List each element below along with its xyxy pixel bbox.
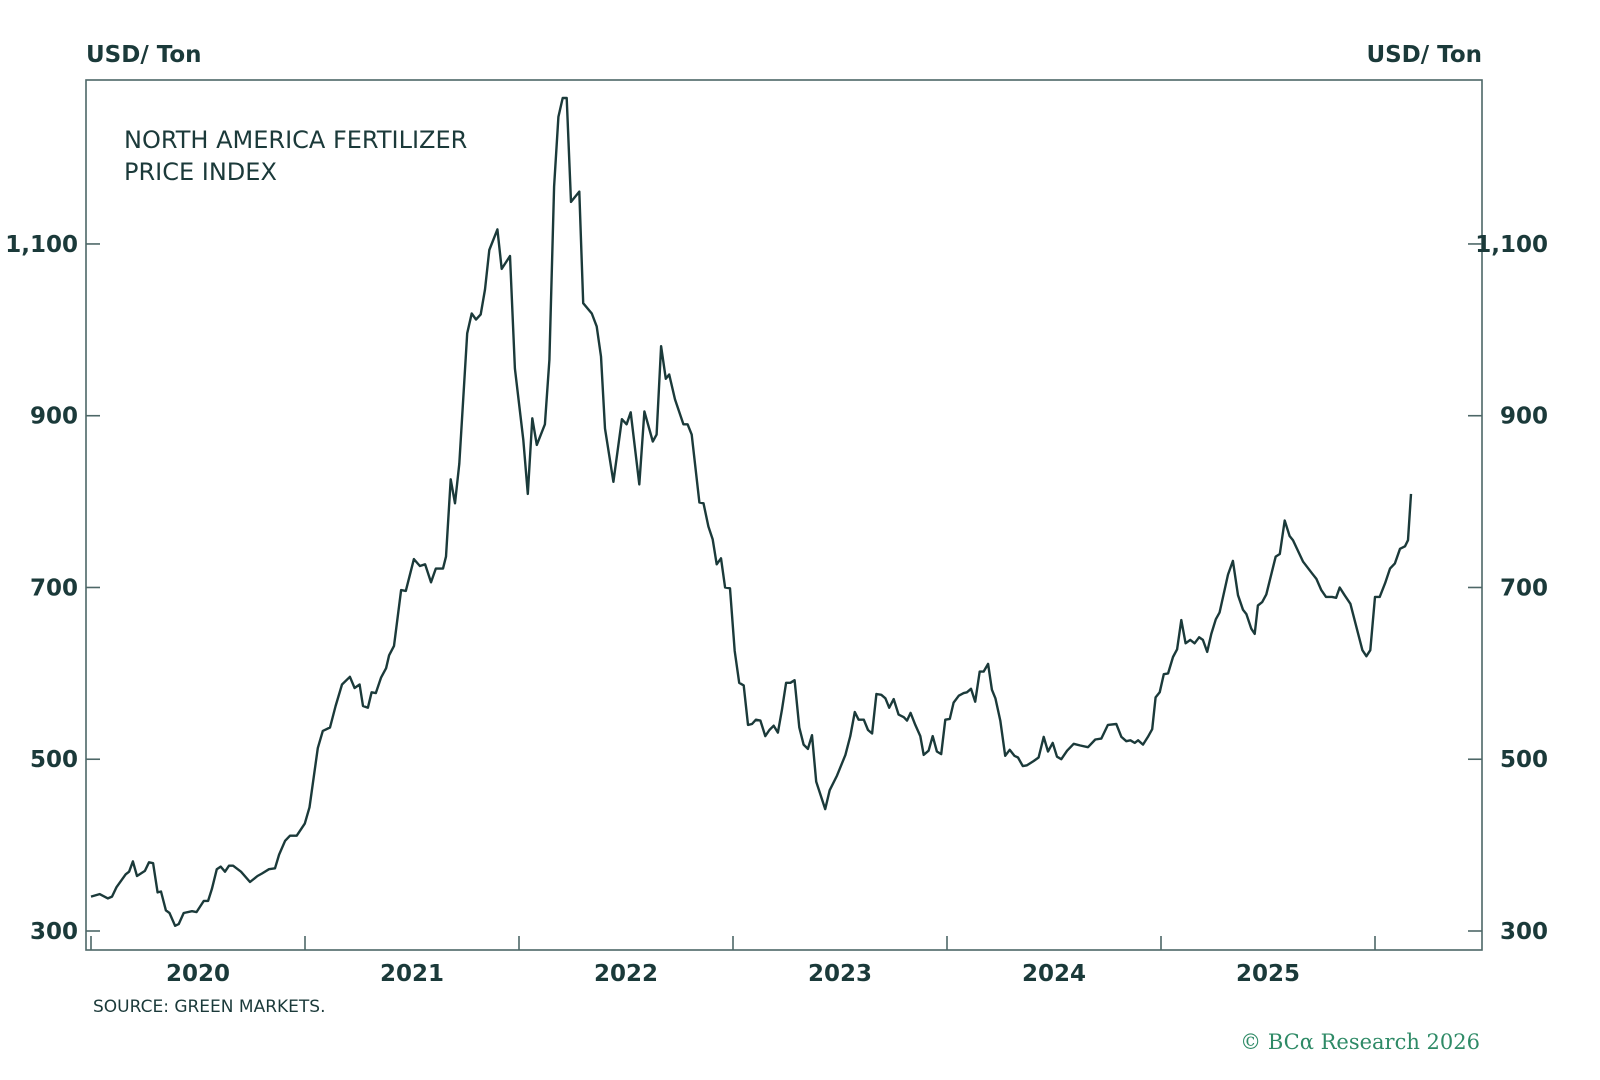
chart-title: NORTH AMERICA FERTILIZER PRICE INDEX xyxy=(124,124,467,188)
chart-title-line-2: PRICE INDEX xyxy=(124,158,277,186)
left-y-axis: 300 500 700 900 1,100 xyxy=(5,232,100,945)
x-tick-label: 2024 xyxy=(1022,961,1086,987)
x-tick-label: 2022 xyxy=(594,961,658,987)
right-y-axis: 300 500 700 900 1,100 xyxy=(1468,232,1548,945)
price-index-line xyxy=(90,96,1413,927)
y-tick-label-right: 700 xyxy=(1500,575,1548,601)
y-tick-label-right: 500 xyxy=(1500,747,1548,773)
y-tick-label-left: 500 xyxy=(30,747,78,773)
y-tick-label-left: 900 xyxy=(30,404,78,430)
y-tick-label-right: 1,100 xyxy=(1475,232,1548,258)
y-tick-label-left: 300 xyxy=(30,919,78,945)
plot-frame xyxy=(85,79,1483,951)
y-tick-label-right: 900 xyxy=(1500,404,1548,430)
y-tick-label-left: 1,100 xyxy=(5,232,78,258)
left-axis-unit-label: USD/ Ton xyxy=(86,42,202,68)
chart-title-line-1: NORTH AMERICA FERTILIZER xyxy=(124,126,468,154)
source-note: SOURCE: GREEN MARKETS. xyxy=(93,997,326,1017)
x-axis: 2020 2021 2022 2023 2024 2025 xyxy=(90,936,1376,987)
copyright-logo: © BCα Research 2026 xyxy=(1240,1030,1480,1054)
x-tick-label: 2023 xyxy=(808,961,872,987)
right-axis-unit-label: USD/ Ton xyxy=(1366,42,1482,68)
y-tick-label-left: 700 xyxy=(30,575,78,601)
x-tick-label: 2021 xyxy=(380,961,444,987)
x-tick-label: 2025 xyxy=(1236,961,1300,987)
x-tick-label: 2020 xyxy=(166,961,230,987)
y-tick-label-right: 300 xyxy=(1500,919,1548,945)
